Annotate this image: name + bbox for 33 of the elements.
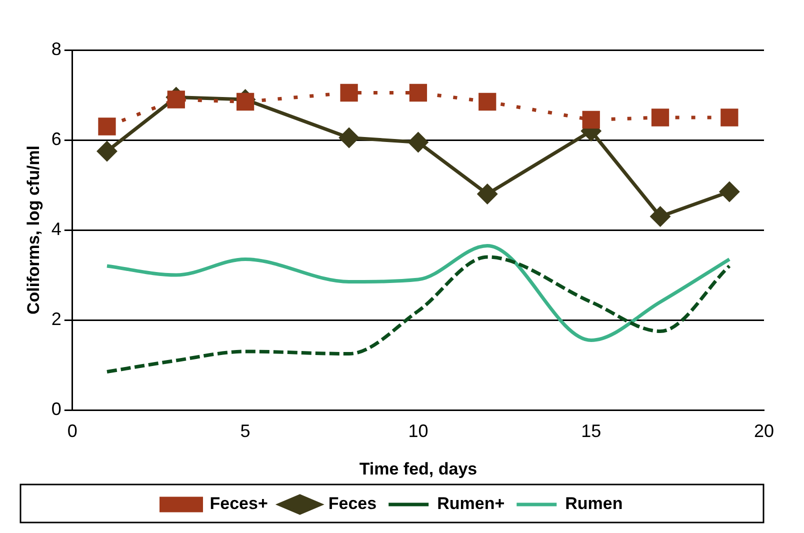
point [651, 108, 670, 126]
point [340, 84, 358, 102]
y-tick-label: 8 [51, 38, 62, 59]
x-tick-label: 10 [408, 420, 428, 441]
point [582, 110, 600, 129]
point [720, 108, 738, 126]
x-axis-title: Time fed, days [359, 459, 478, 478]
point [98, 118, 116, 136]
legend-label: Rumen+ [437, 494, 505, 514]
legend-label: Rumen [565, 494, 623, 514]
point [409, 84, 428, 102]
point [478, 92, 496, 111]
y-tick-label: 2 [51, 308, 62, 329]
x-tick-label: 20 [754, 420, 774, 441]
point [408, 132, 428, 152]
point [650, 206, 670, 226]
line-series [105, 244, 732, 342]
legend-label: Feces [328, 494, 377, 514]
point [339, 128, 359, 148]
y-tick-label: 6 [51, 128, 62, 149]
y-tick-label: 0 [51, 398, 62, 419]
legend-label: Feces+ [210, 494, 268, 514]
x-tick-label: 0 [67, 420, 78, 441]
y-axis-title: Coliforms, log cfu/ml [24, 145, 43, 315]
point [167, 90, 185, 108]
x-tick-label: 15 [581, 420, 602, 441]
line-series [105, 255, 732, 374]
point [236, 92, 254, 111]
point [97, 142, 117, 161]
x-tick-label: 5 [240, 420, 250, 441]
point [478, 184, 498, 204]
y-tick-label: 4 [51, 218, 62, 239]
point [720, 182, 740, 202]
